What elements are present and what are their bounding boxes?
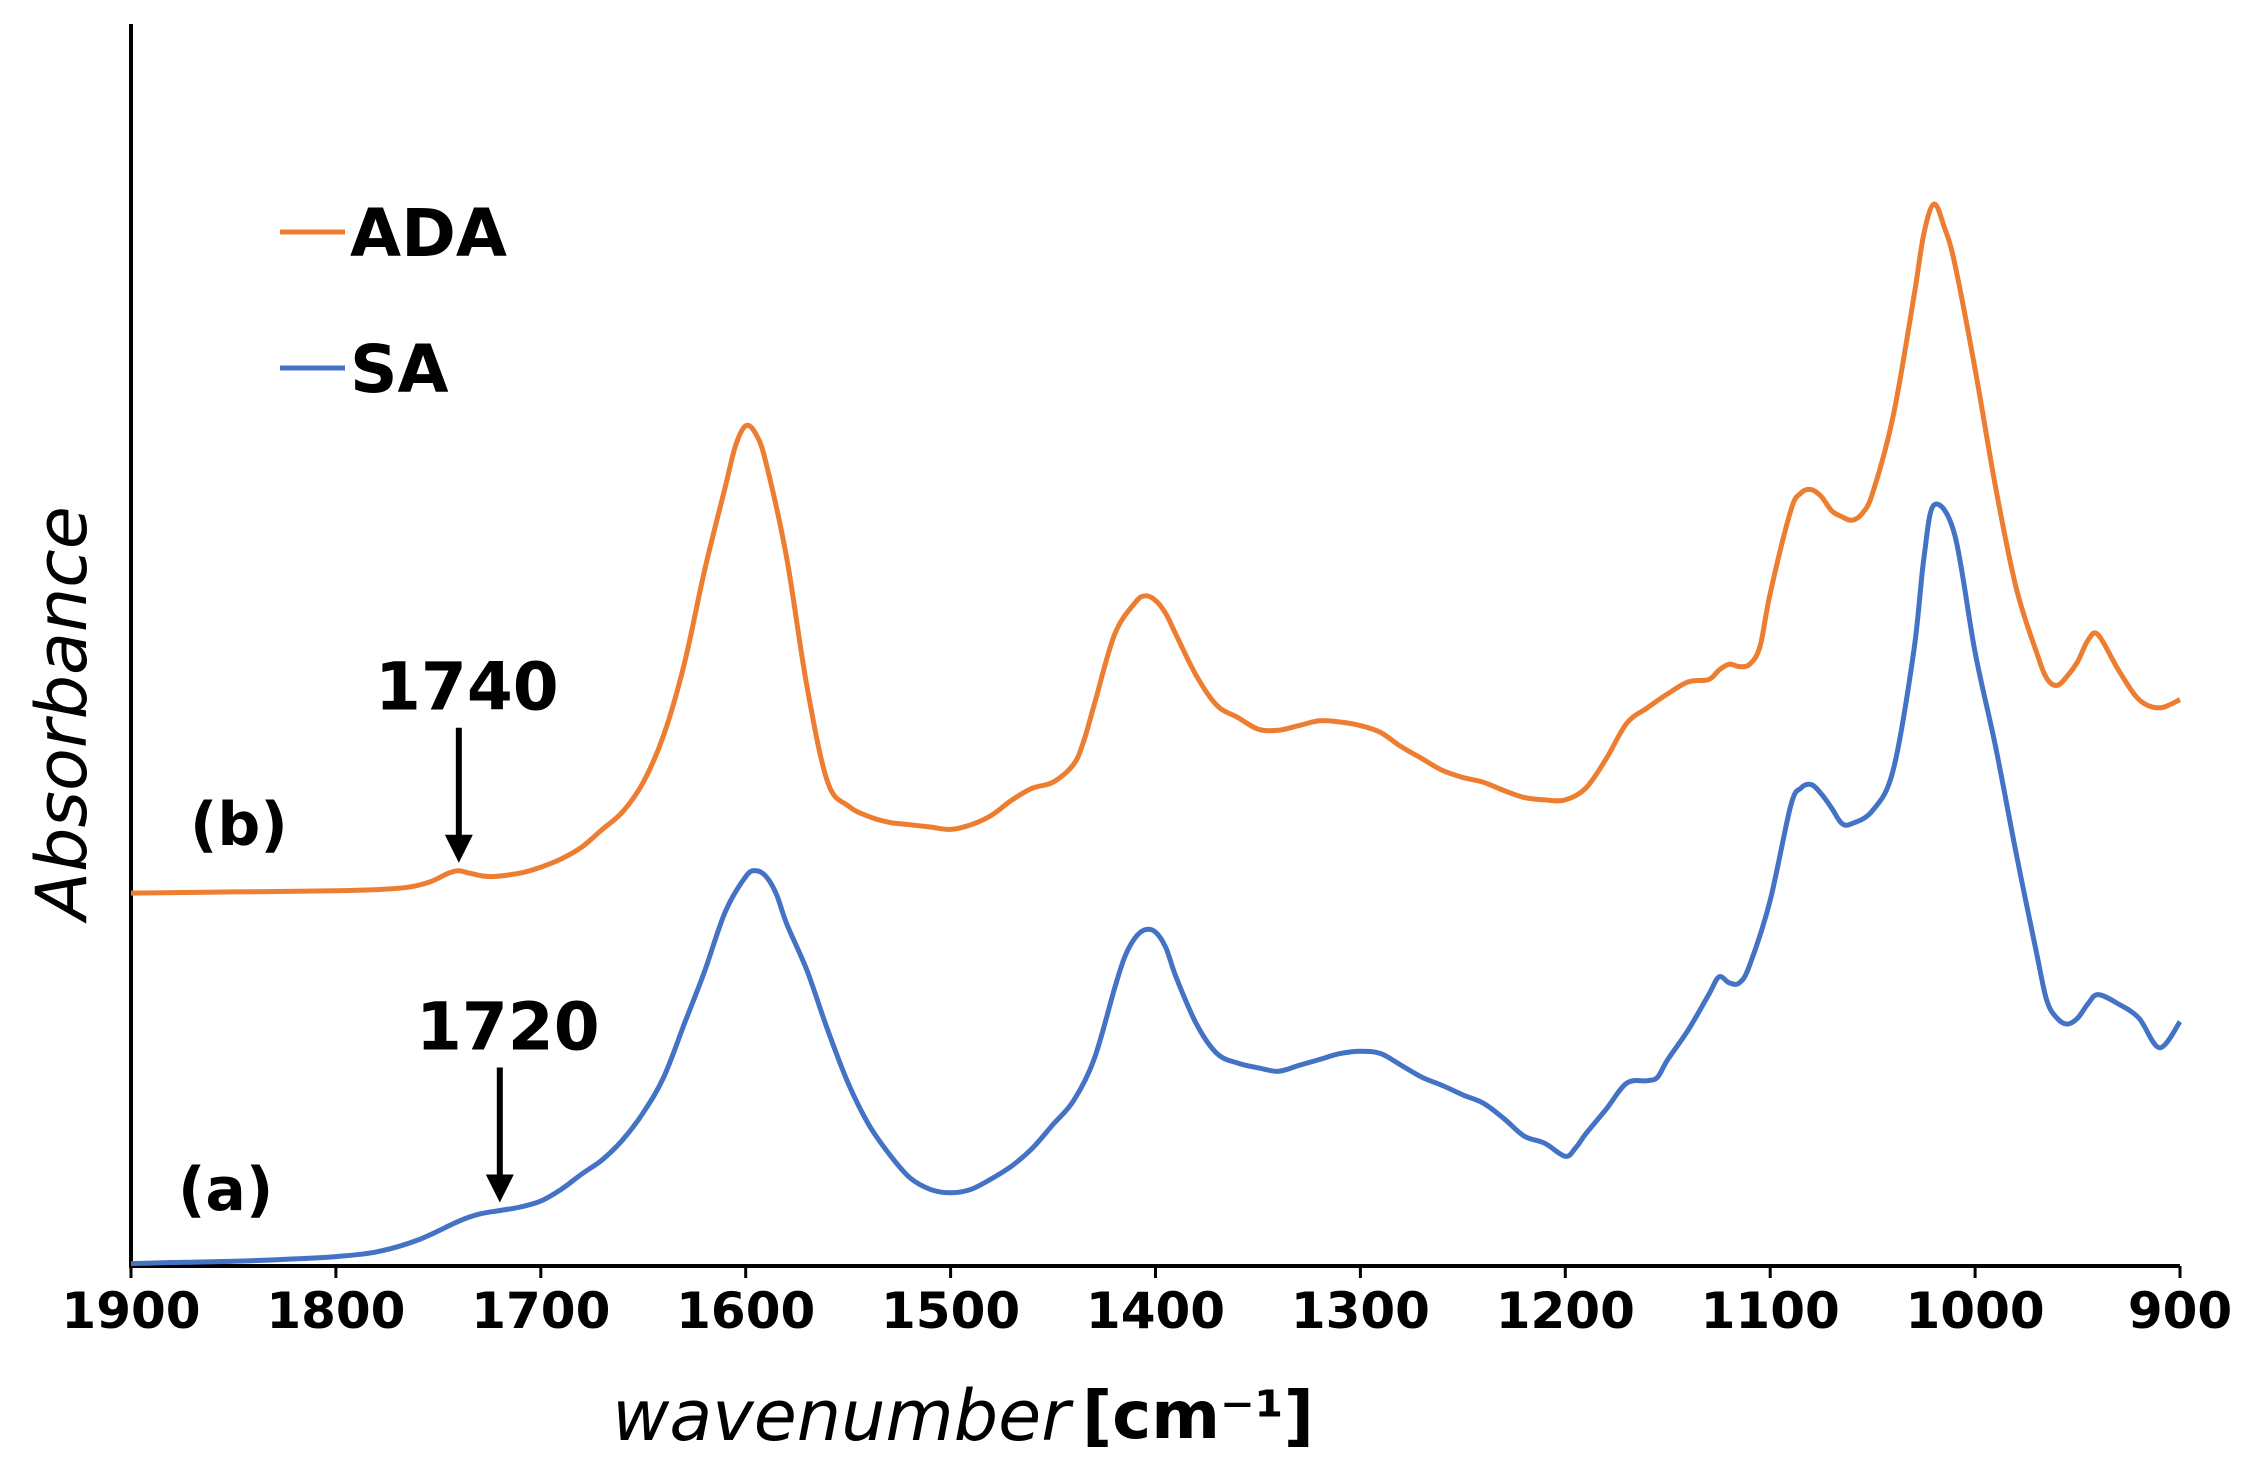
- annotation-arrow-head: [485, 1174, 514, 1203]
- x-axis-title: wavenumber: [612, 1375, 1074, 1457]
- x-tick-label: 1200: [1496, 1282, 1635, 1340]
- x-tick-label: 1400: [1086, 1282, 1225, 1340]
- legend: ADA SA: [280, 195, 507, 408]
- series-layer: [130, 201, 2183, 1267]
- x-tick-label: 1000: [1906, 1282, 2045, 1340]
- x-tick-label: 1100: [1701, 1282, 1840, 1340]
- annotation-label: 1720: [416, 989, 600, 1066]
- x-tick-label: 1800: [266, 1282, 405, 1340]
- legend-label-ada: ADA: [350, 195, 507, 272]
- series-line-ada: [130, 201, 2182, 896]
- curve-label-a: (a): [178, 1155, 273, 1225]
- x-tick-label: 1900: [61, 1282, 200, 1340]
- x-tick-label: 1600: [676, 1282, 815, 1340]
- y-axis-title: Absorbance: [21, 506, 103, 924]
- x-tick-label: 900: [2128, 1282, 2232, 1340]
- annotation-label: 1740: [375, 649, 559, 726]
- curve-label-b: (b): [190, 790, 288, 860]
- x-tick-label: 1300: [1291, 1282, 1430, 1340]
- x-tick-label: 1500: [881, 1282, 1020, 1340]
- annotation-arrow-head: [444, 834, 473, 863]
- x-ticks: 1900 1800 1700 1600 1500 1400 1300 1200 1100 1000…: [61, 1266, 2232, 1340]
- x-tick-label: 1700: [471, 1282, 610, 1340]
- legend-label-sa: SA: [350, 331, 449, 408]
- series-line-sa: [130, 501, 2183, 1267]
- annotation-layer: 1740 1720: [375, 649, 600, 1203]
- x-axis-unit: [cm⁻¹]: [1082, 1377, 1314, 1454]
